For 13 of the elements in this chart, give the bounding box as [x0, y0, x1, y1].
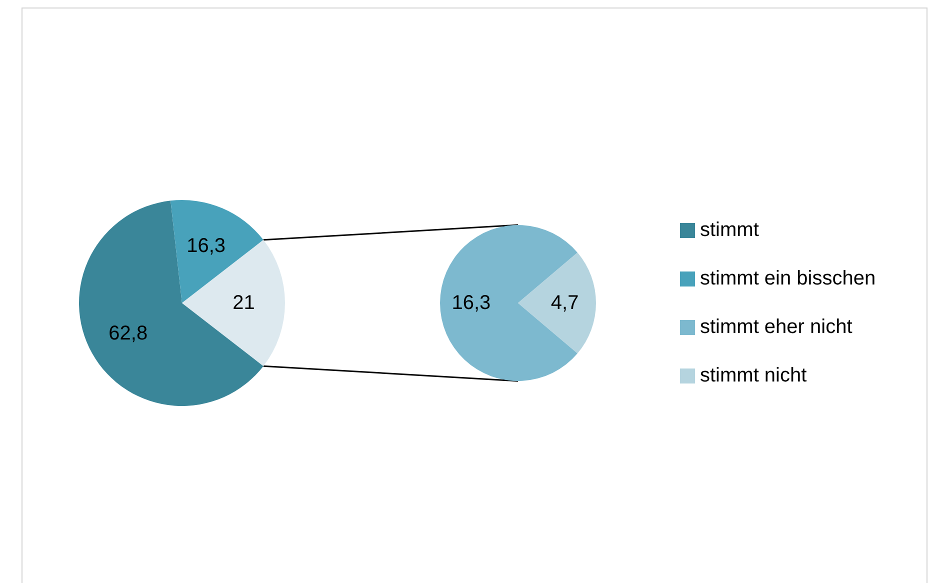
data-label: 16,3 — [186, 235, 226, 258]
data-label: 21 — [232, 292, 255, 314]
legend-label: stimmt nicht — [700, 364, 808, 386]
legend-label: stimmt ein bisschen — [700, 268, 876, 290]
pie-slice — [518, 252, 596, 354]
data-label: 62,8 — [108, 322, 148, 344]
pie-slice — [440, 225, 578, 381]
data-label: 16,3 — [452, 292, 491, 314]
pie-slice — [79, 200, 264, 406]
legend-label: stimmt — [700, 219, 760, 241]
legend-label: stimmt eher nicht — [700, 316, 853, 338]
pie-slice — [182, 240, 285, 366]
data-label: 4,7 — [550, 292, 579, 314]
